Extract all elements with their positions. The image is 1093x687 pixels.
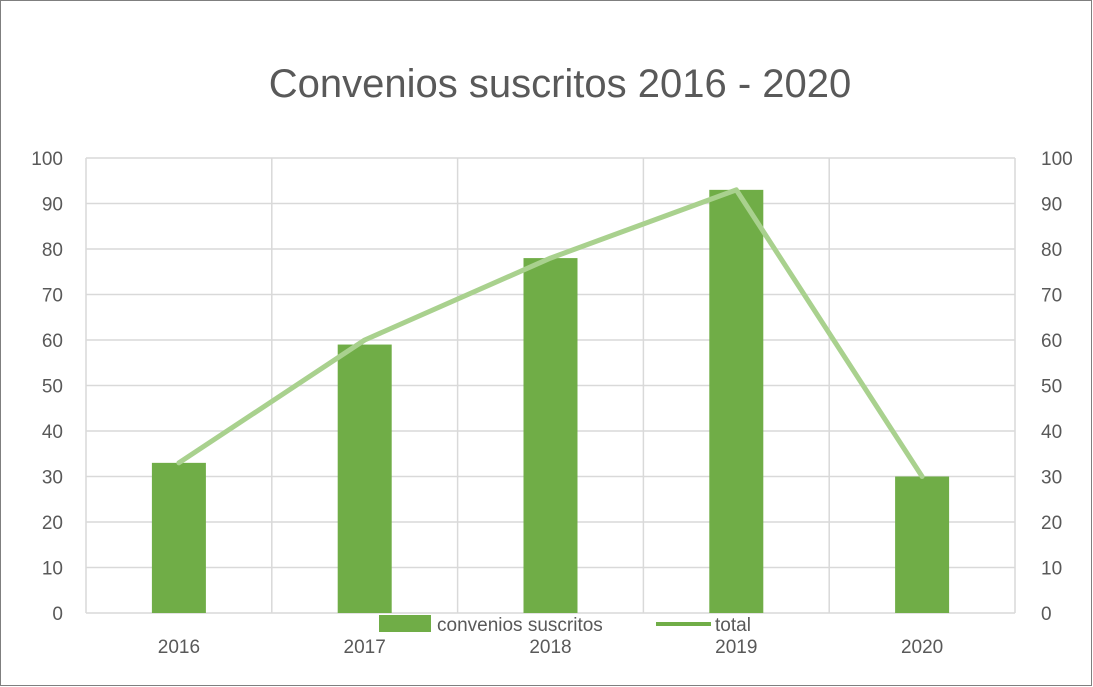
bar (151, 462, 206, 613)
y-tick-label-right: 50 (1041, 377, 1062, 398)
y-tick-label-right: 10 (1041, 559, 1062, 580)
y-tick-label-right: 0 (1041, 604, 1052, 625)
y-tick-label-left: 100 (31, 149, 63, 170)
line-series (176, 187, 925, 479)
y-tick-label-left: 0 (52, 604, 63, 625)
y-tick-label-left: 20 (42, 513, 63, 534)
legend-label-convenios: convenios suscritos (437, 615, 603, 636)
bar (523, 258, 578, 613)
y-tick-label-right: 40 (1041, 422, 1062, 443)
y-tick-label-left: 70 (42, 286, 63, 307)
y-tick-label-left: 80 (42, 240, 63, 261)
chart-title: Convenios suscritos 2016 - 2020 (269, 62, 852, 106)
bar (709, 189, 764, 613)
x-tick-label: 2016 (158, 637, 200, 658)
bar (337, 344, 392, 613)
bar (895, 476, 950, 613)
y-tick-label-left: 90 (42, 195, 63, 216)
y-tick-label-left: 10 (42, 559, 63, 580)
y-tick-label-left: 40 (42, 422, 63, 443)
y-tick-label-right: 30 (1041, 468, 1062, 489)
y-tick-label-left: 60 (42, 331, 63, 352)
x-tick-label: 2018 (529, 637, 571, 658)
x-tick-label: 2017 (344, 637, 386, 658)
y-tick-label-right: 20 (1041, 513, 1062, 534)
y-tick-label-right: 70 (1041, 286, 1062, 307)
y-tick-label-right: 60 (1041, 331, 1062, 352)
legend-label-total: total (715, 615, 751, 636)
bar-series (151, 189, 950, 613)
y-tick-label-left: 30 (42, 468, 63, 489)
y-tick-label-right: 80 (1041, 240, 1062, 261)
x-tick-label: 2019 (715, 637, 757, 658)
y-tick-label-right: 90 (1041, 195, 1062, 216)
y-tick-label-right: 100 (1041, 149, 1073, 170)
x-tick-label: 2020 (901, 637, 943, 658)
y-tick-label-left: 50 (42, 377, 63, 398)
legend-swatch-convenios (379, 615, 431, 632)
legend: convenios suscritos total (379, 615, 751, 636)
